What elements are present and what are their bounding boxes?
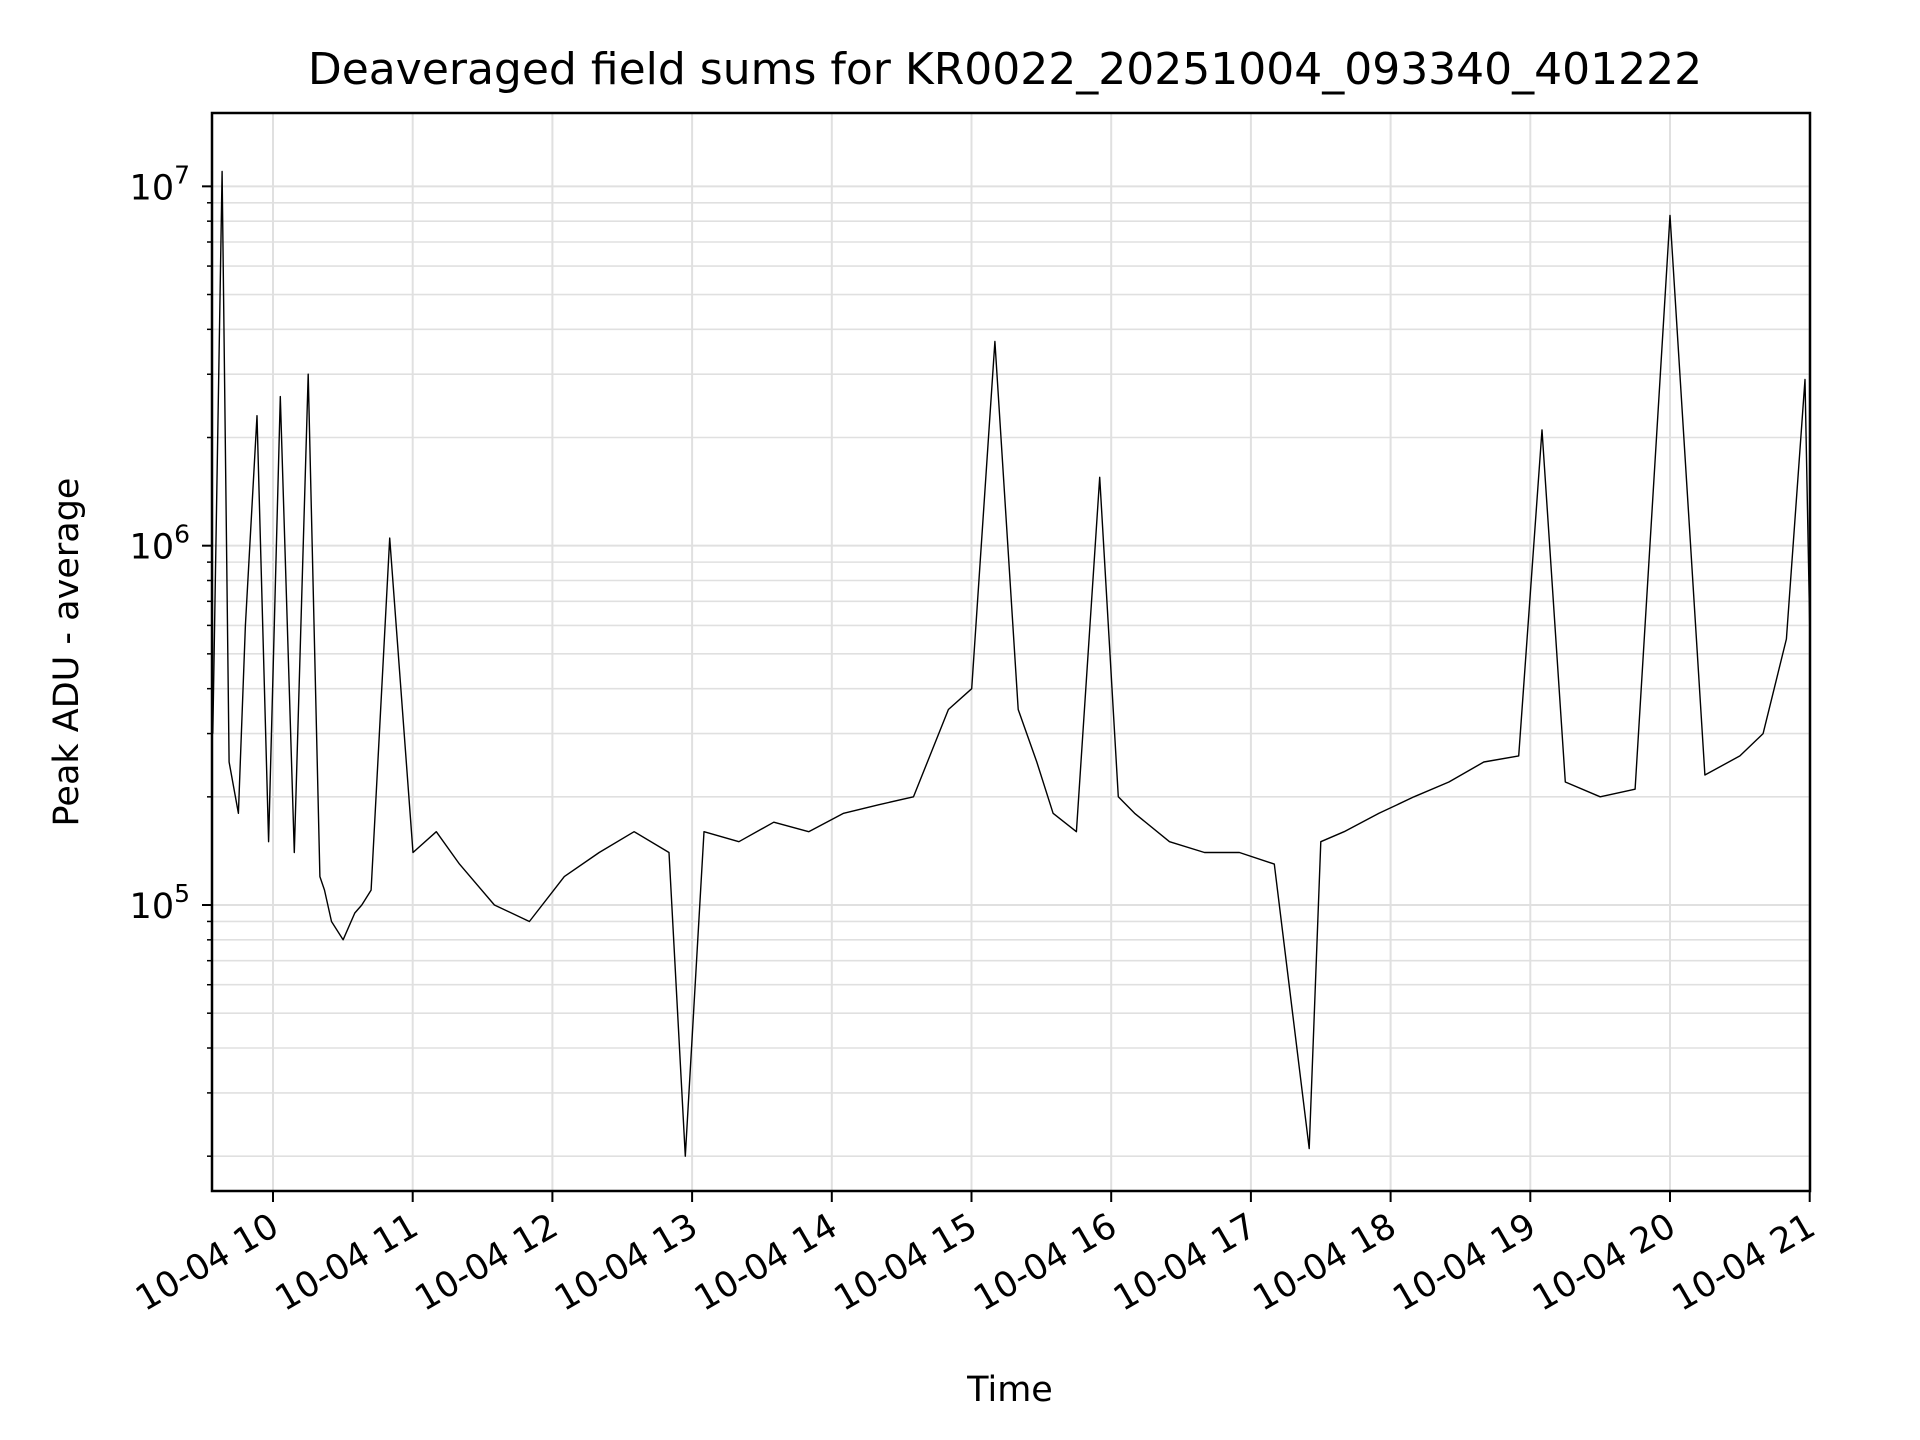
y-tick-label: 106: [130, 520, 190, 568]
series-line: [212, 170, 1811, 1157]
y-tick-label: 105: [130, 879, 190, 927]
plot-area-frame: [210, 111, 1812, 1193]
x-axis-label: Time: [966, 1370, 1053, 1410]
y-axis-label: Peak ADU - average: [47, 478, 87, 827]
y-axis: 105 106 107: [130, 160, 212, 1157]
grid: [212, 113, 1811, 1191]
chart-title: Deaveraged field sums for KR0022_2025100…: [308, 44, 1702, 95]
y-tick-label: 107: [130, 160, 190, 208]
series-layer: [212, 170, 1811, 1157]
